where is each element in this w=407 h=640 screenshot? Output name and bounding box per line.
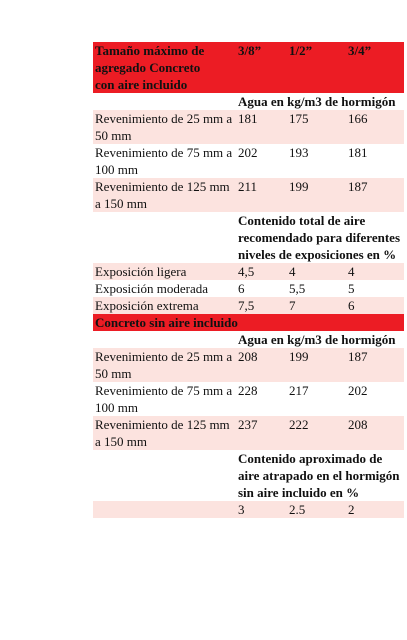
cell: Revenimiento de 125 mm a 150 mm bbox=[93, 416, 236, 450]
cell: 5 bbox=[348, 281, 355, 296]
data-row: Revenimiento de 25 mm a 50 mm 208 199 187 bbox=[93, 348, 404, 382]
cell: 175 bbox=[287, 110, 346, 144]
cell bbox=[93, 501, 236, 518]
cell: 222 bbox=[287, 416, 346, 450]
cell: Revenimiento de 25 mm a 50 mm bbox=[93, 110, 236, 144]
cell: 3 bbox=[236, 501, 287, 518]
cell: 5,5 bbox=[289, 281, 306, 296]
cell: Agua en kg/m3 de hormigón bbox=[238, 94, 396, 109]
cell bbox=[93, 331, 236, 348]
cell: 199 bbox=[287, 348, 346, 382]
cell: 3/8” bbox=[236, 42, 287, 93]
cell: 166 bbox=[346, 110, 404, 144]
cell: 187 bbox=[346, 178, 404, 212]
data-row: Revenimiento de 25 mm a 50 mm 181 175 166 bbox=[93, 110, 404, 144]
cell: Exposición ligera bbox=[93, 263, 236, 280]
cell: 4 bbox=[287, 263, 346, 280]
caption-row: Agua en kg/m3 de hormigón bbox=[93, 331, 404, 348]
cell: Exposición extrema bbox=[93, 297, 236, 314]
cell: Contenido aproximado de aire atrapado en… bbox=[238, 451, 400, 500]
cell: 199 bbox=[287, 178, 346, 212]
title: Tamaño máximo de agregado Concreto con a… bbox=[95, 43, 205, 92]
cell bbox=[93, 212, 236, 263]
cell: 6 bbox=[346, 297, 404, 314]
cell: 4 bbox=[346, 263, 404, 280]
data-row: Exposición ligera 4,5 4 4 bbox=[93, 263, 404, 280]
cell: 208 bbox=[236, 348, 287, 382]
cell: 202 bbox=[238, 145, 258, 160]
cell: Revenimiento de 75 mm a 100 mm bbox=[95, 383, 233, 415]
cell: Revenimiento de 75 mm a 100 mm bbox=[95, 145, 233, 177]
cell: Tamaño máximo de agregado Concreto con a… bbox=[93, 42, 236, 93]
cell: 4,5 bbox=[236, 263, 287, 280]
cell bbox=[93, 93, 236, 110]
header-row: Tamaño máximo de agregado Concreto con a… bbox=[93, 42, 404, 93]
cell: Agua en kg/m3 de hormigón bbox=[238, 332, 396, 347]
data-row: Revenimiento de 75 mm a 100 mm 202 193 181 bbox=[93, 144, 404, 178]
cell bbox=[93, 450, 236, 501]
data-row: Revenimiento de 125 mm a 150 mm 237 222 208 bbox=[93, 416, 404, 450]
cell: 2 bbox=[346, 501, 404, 518]
cell: Revenimiento de 125 mm a 150 mm bbox=[93, 178, 236, 212]
cell: 6 bbox=[238, 281, 245, 296]
cell: 187 bbox=[346, 348, 404, 382]
cell: 228 bbox=[238, 383, 258, 398]
data-row: Exposición extrema 7,5 7 6 bbox=[93, 297, 404, 314]
cell: 193 bbox=[289, 145, 309, 160]
data-row: Exposición moderada 6 5,5 5 bbox=[93, 280, 404, 297]
caption-row: Contenido aproximado de aire atrapado en… bbox=[93, 450, 404, 501]
cell: 181 bbox=[348, 145, 368, 160]
table: Tamaño máximo de agregado Concreto con a… bbox=[93, 42, 404, 518]
data-row: 3 2.5 2 bbox=[93, 501, 404, 518]
cell: 181 bbox=[236, 110, 287, 144]
data-row: Revenimiento de 75 mm a 100 mm 228 217 202 bbox=[93, 382, 404, 416]
cell: 217 bbox=[289, 383, 309, 398]
cell: Exposición moderada bbox=[95, 281, 208, 296]
cell: 7 bbox=[287, 297, 346, 314]
table-body: Tamaño máximo de agregado Concreto con a… bbox=[93, 42, 404, 518]
caption-row: Agua en kg/m3 de hormigón bbox=[93, 93, 404, 110]
cell: 2.5 bbox=[287, 501, 346, 518]
cell: 208 bbox=[346, 416, 404, 450]
cell: 202 bbox=[348, 383, 368, 398]
cell: 237 bbox=[236, 416, 287, 450]
cell: Contenido total de aire recomendado para… bbox=[238, 213, 400, 262]
cell: 1/2” bbox=[287, 42, 346, 93]
cell: 3/4” bbox=[346, 42, 404, 93]
cell: Concreto sin aire incluido bbox=[93, 314, 404, 331]
cell: 211 bbox=[236, 178, 287, 212]
caption-row: Contenido total de aire recomendado para… bbox=[93, 212, 404, 263]
cell: Revenimiento de 25 mm a 50 mm bbox=[93, 348, 236, 382]
data-row: Revenimiento de 125 mm a 150 mm 211 199 187 bbox=[93, 178, 404, 212]
cell: 7,5 bbox=[236, 297, 287, 314]
section-row: Concreto sin aire incluido bbox=[93, 314, 404, 331]
